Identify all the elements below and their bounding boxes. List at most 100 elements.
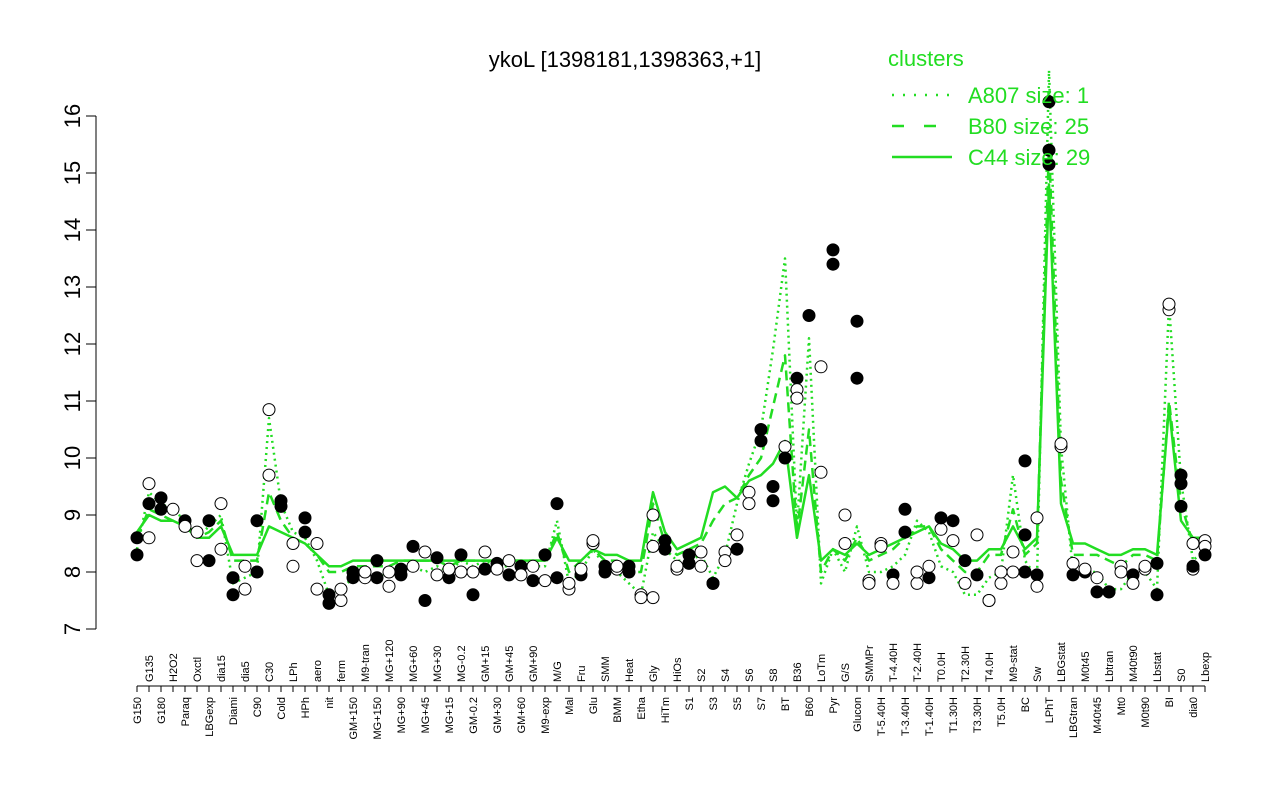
x-tick-label: dia0 xyxy=(1188,697,1200,718)
x-tick-label: Mal xyxy=(564,697,576,715)
data-point xyxy=(262,468,276,482)
data-point xyxy=(1174,468,1188,482)
data-point xyxy=(730,542,744,556)
y-tick-label: 14 xyxy=(60,218,85,242)
data-point xyxy=(814,360,828,374)
y-tick-label: 15 xyxy=(60,161,85,185)
data-point xyxy=(574,562,588,576)
x-tick-label: MG-0.2 xyxy=(456,645,468,682)
data-point xyxy=(274,499,288,513)
data-point xyxy=(1006,565,1020,579)
x-tick-label: T-5.40H xyxy=(876,697,888,736)
data-point xyxy=(694,545,708,559)
data-point xyxy=(1150,588,1164,602)
x-tick-label: T-1.40H xyxy=(924,697,936,736)
data-point xyxy=(898,525,912,539)
data-point xyxy=(934,511,948,525)
data-point xyxy=(382,565,396,579)
data-point xyxy=(634,591,648,605)
y-tick-label: 10 xyxy=(60,446,85,470)
y-tick-label: 11 xyxy=(60,390,85,413)
x-tick-label: LPh xyxy=(288,662,300,682)
x-tick-label: MG+90 xyxy=(396,697,408,733)
data-point xyxy=(1186,537,1200,550)
data-point xyxy=(1150,556,1164,570)
data-point xyxy=(922,571,936,585)
x-tick-label: S6 xyxy=(744,669,756,682)
x-tick-label: S1 xyxy=(684,697,696,710)
data-point xyxy=(1018,454,1032,468)
x-tick-label: Diami xyxy=(228,697,240,725)
data-point xyxy=(778,440,792,454)
data-point xyxy=(622,559,636,573)
data-point xyxy=(790,391,804,405)
data-point xyxy=(538,574,552,588)
x-tick-label: S7 xyxy=(756,697,768,710)
data-point xyxy=(334,582,348,596)
data-point xyxy=(286,537,300,550)
data-point xyxy=(970,568,984,582)
data-point xyxy=(346,571,360,585)
x-tick-label: G180 xyxy=(156,697,168,724)
data-point xyxy=(1198,548,1212,562)
data-point xyxy=(478,545,492,559)
data-point xyxy=(826,257,840,271)
data-point xyxy=(898,502,912,516)
x-tick-label: C30 xyxy=(264,662,276,682)
x-tick-label: M9-stat xyxy=(1008,645,1020,682)
data-point xyxy=(946,534,960,548)
series-line xyxy=(135,143,1205,574)
data-point xyxy=(190,554,204,568)
data-point xyxy=(418,594,432,607)
data-point xyxy=(550,497,564,511)
chart-title: ykoL [1398181,1398363,+1] xyxy=(489,47,762,72)
x-tick-label: S0 xyxy=(1176,669,1188,682)
x-tick-label: S8 xyxy=(768,669,780,682)
data-point xyxy=(658,534,672,548)
data-point xyxy=(646,508,660,522)
x-tick-label: S2 xyxy=(696,669,708,682)
data-point xyxy=(550,571,564,585)
x-tick-label: M40t45 xyxy=(1092,697,1104,734)
x-tick-label: Gly xyxy=(648,665,660,682)
data-point xyxy=(682,556,696,570)
data-point xyxy=(1174,499,1188,513)
data-point xyxy=(1006,545,1020,559)
data-point xyxy=(286,559,300,573)
x-tick-label: BT xyxy=(780,697,792,711)
x-tick-label: GM+15 xyxy=(480,646,492,682)
data-point xyxy=(850,314,864,328)
data-point xyxy=(910,576,924,590)
data-point xyxy=(166,502,180,516)
x-tick-label: Lbexp xyxy=(1200,652,1212,682)
x-tick-label: MG+60 xyxy=(408,646,420,682)
data-point xyxy=(562,576,576,590)
data-point xyxy=(766,494,780,508)
data-point xyxy=(1090,585,1104,599)
data-point xyxy=(358,565,372,579)
data-point xyxy=(142,497,156,511)
data-point xyxy=(850,371,864,385)
data-point xyxy=(838,537,852,550)
data-point xyxy=(598,565,612,579)
data-point xyxy=(1030,568,1044,582)
y-tick-label: 8 xyxy=(60,566,85,578)
y-tick-label: 9 xyxy=(60,509,85,521)
data-point xyxy=(1042,143,1056,157)
data-point xyxy=(502,568,516,582)
data-point xyxy=(454,565,468,579)
data-point xyxy=(982,594,996,607)
data-points xyxy=(130,95,1212,610)
x-tick-label: Pyr xyxy=(828,697,840,714)
data-point xyxy=(718,554,732,568)
x-tick-label: LBGstat xyxy=(1056,642,1068,682)
data-point xyxy=(1042,157,1056,171)
data-point xyxy=(310,582,324,596)
x-tick-label: S5 xyxy=(732,697,744,710)
data-point xyxy=(754,434,768,448)
data-point xyxy=(1066,556,1080,570)
x-tick-label: GM+30 xyxy=(492,697,504,733)
data-point xyxy=(250,565,264,579)
x-tick-label: Paraq xyxy=(180,697,192,726)
data-point xyxy=(994,565,1008,579)
